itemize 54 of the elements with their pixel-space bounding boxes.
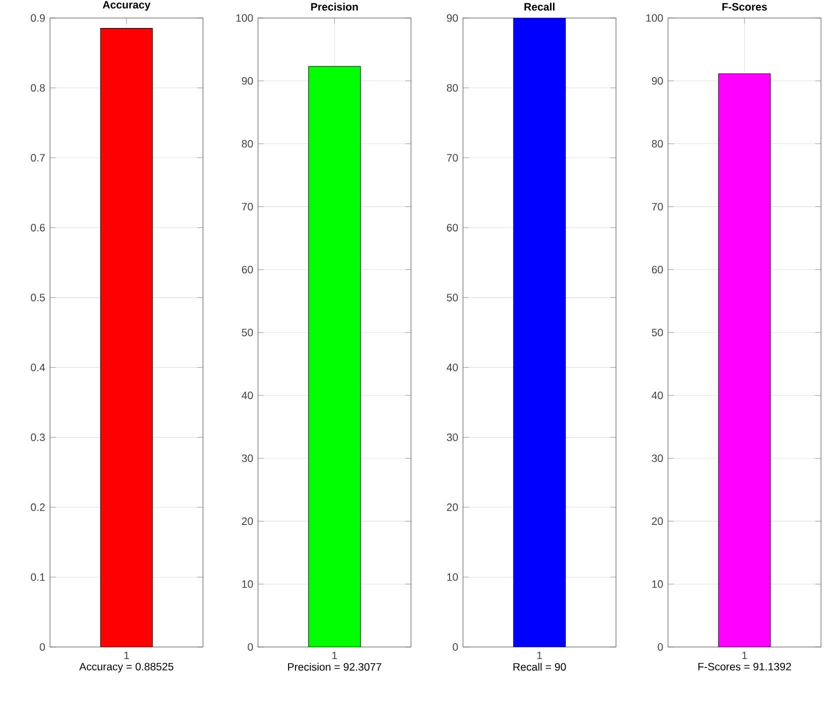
y-tick-label: 50 bbox=[446, 294, 458, 302]
x-axis-title: F-Scores = 91.1392 bbox=[698, 662, 791, 670]
chart-title: Precision bbox=[311, 2, 358, 11]
y-tick-label: 70 bbox=[652, 202, 663, 210]
x-tick-label: 1 bbox=[332, 652, 337, 660]
y-tick-label: 70 bbox=[446, 154, 458, 162]
y-tick-label: 10 bbox=[447, 573, 458, 581]
chart-title: Accuracy bbox=[102, 1, 150, 11]
y-tick-label: 0 bbox=[40, 643, 45, 651]
y-tick-label: 0.7 bbox=[30, 154, 45, 162]
y-tick-label: 30 bbox=[652, 454, 663, 462]
y-tick-label: 0.5 bbox=[30, 294, 45, 302]
x-tick-label: 1 bbox=[124, 652, 129, 660]
x-axis-title: Precision = 92.3077 bbox=[288, 662, 382, 671]
y-tick-label: 50 bbox=[242, 328, 253, 336]
y-tick-label: 0.1 bbox=[30, 573, 45, 581]
y-tick-label: 30 bbox=[242, 454, 253, 462]
y-tick-label: 40 bbox=[652, 392, 663, 400]
x-tick-label: 1 bbox=[742, 652, 747, 660]
y-tick-label: 10 bbox=[242, 580, 253, 588]
y-tick-label: 0.6 bbox=[30, 224, 45, 232]
y-tick-label: 0.4 bbox=[30, 364, 45, 372]
y-tick-label: 10 bbox=[652, 580, 663, 588]
y-tick-label: 100 bbox=[646, 14, 663, 22]
x-tick-label: 1 bbox=[537, 652, 542, 660]
y-tick-label: 20 bbox=[652, 517, 663, 525]
y-tick-label: 80 bbox=[242, 140, 253, 148]
y-tick-label: 0.3 bbox=[30, 434, 45, 442]
y-tick-label: 0 bbox=[658, 643, 663, 651]
y-tick-label: 0.9 bbox=[30, 14, 45, 22]
y-tick-label: 60 bbox=[446, 224, 458, 232]
y-tick-label: 60 bbox=[652, 266, 663, 274]
y-tick-label: 90 bbox=[242, 77, 253, 85]
y-tick-label: 80 bbox=[446, 84, 458, 92]
y-tick-label: 80 bbox=[652, 140, 663, 148]
y-tick-label: 0 bbox=[248, 643, 253, 651]
y-tick-label: 60 bbox=[242, 266, 253, 274]
y-tick-label: 20 bbox=[446, 503, 458, 511]
y-tick-label: 90 bbox=[446, 14, 458, 22]
y-tick-label: 70 bbox=[242, 202, 253, 210]
x-axis-title: Recall = 90 bbox=[514, 662, 566, 671]
x-axis-title: Accuracy = 0.88525 bbox=[79, 662, 174, 673]
y-tick-label: 0 bbox=[452, 643, 458, 651]
y-tick-label: 0.8 bbox=[30, 84, 45, 92]
y-tick-label: 40 bbox=[242, 392, 253, 400]
y-tick-label: 20 bbox=[242, 517, 253, 525]
chart-title: F-Scores bbox=[722, 3, 767, 11]
y-tick-label: 40 bbox=[446, 364, 458, 372]
y-tick-label: 0.2 bbox=[30, 503, 45, 511]
y-tick-label: 90 bbox=[652, 77, 663, 85]
y-tick-label: 50 bbox=[652, 328, 663, 336]
chart-title: Recall bbox=[524, 2, 554, 11]
y-tick-label: 30 bbox=[446, 434, 458, 442]
y-tick-label: 100 bbox=[236, 14, 253, 22]
